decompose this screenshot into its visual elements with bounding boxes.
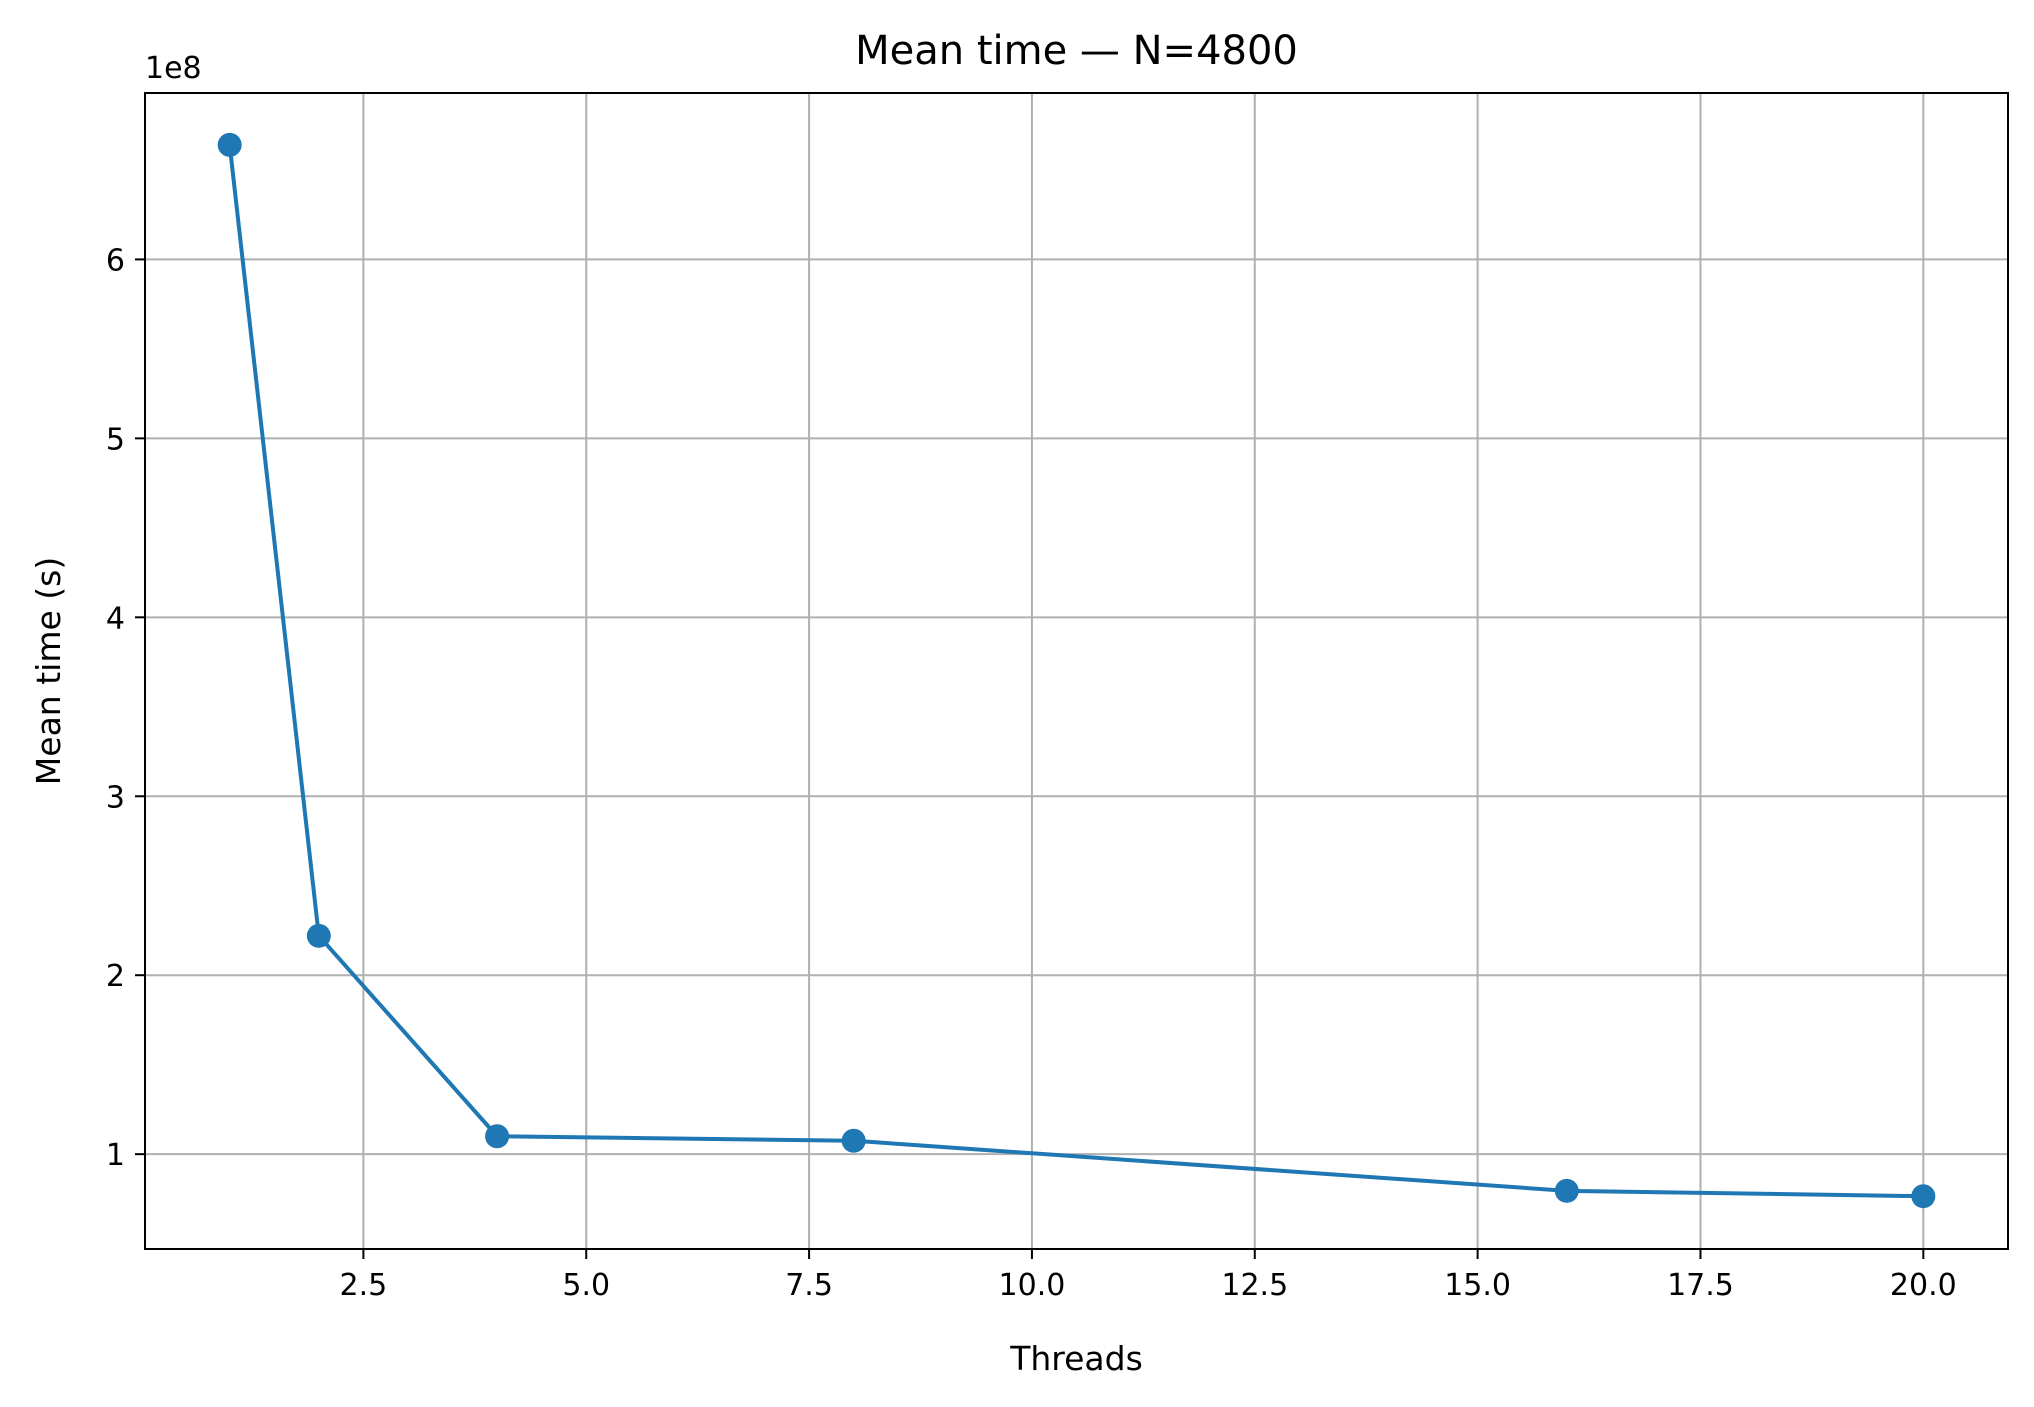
y-axis-offset-text: 1e8 xyxy=(145,51,202,86)
data-point xyxy=(1911,1184,1936,1209)
x-tick-label: 2.5 xyxy=(340,1268,388,1303)
x-tick-label: 5.0 xyxy=(562,1268,610,1303)
ticks: 2.5 5.0 7.5 10.0 12.5 15.0 17.5 20.0 1 2 3 4 5 6 xyxy=(106,243,1957,1303)
x-tick-label: 12.5 xyxy=(1221,1268,1288,1303)
data-point xyxy=(217,132,242,157)
x-axis-label: Threads xyxy=(1009,1339,1143,1378)
y-tick-label: 1 xyxy=(106,1138,125,1173)
x-tick-label: 7.5 xyxy=(785,1268,833,1303)
chart-title: Mean time — N=4800 xyxy=(855,28,1298,74)
grid xyxy=(145,93,2008,1249)
plot-frame xyxy=(144,92,2009,1250)
data-point xyxy=(306,923,331,948)
data-point xyxy=(841,1128,866,1153)
y-tick-label: 3 xyxy=(106,780,125,815)
y-tick-label: 4 xyxy=(106,601,125,636)
data-point xyxy=(1554,1178,1579,1203)
series-layer xyxy=(217,132,1936,1209)
y-axis-label: Mean time (s) xyxy=(29,557,68,785)
x-tick-label: 15.0 xyxy=(1444,1268,1511,1303)
y-tick-label: 2 xyxy=(106,959,125,994)
data-point xyxy=(485,1124,510,1149)
y-tick-label: 6 xyxy=(106,243,125,278)
y-tick-label: 5 xyxy=(106,422,125,457)
series-line xyxy=(227,144,1924,1199)
x-tick-label: 20.0 xyxy=(1890,1268,1957,1303)
x-tick-label: 17.5 xyxy=(1667,1268,1734,1303)
x-tick-label: 10.0 xyxy=(999,1268,1066,1303)
